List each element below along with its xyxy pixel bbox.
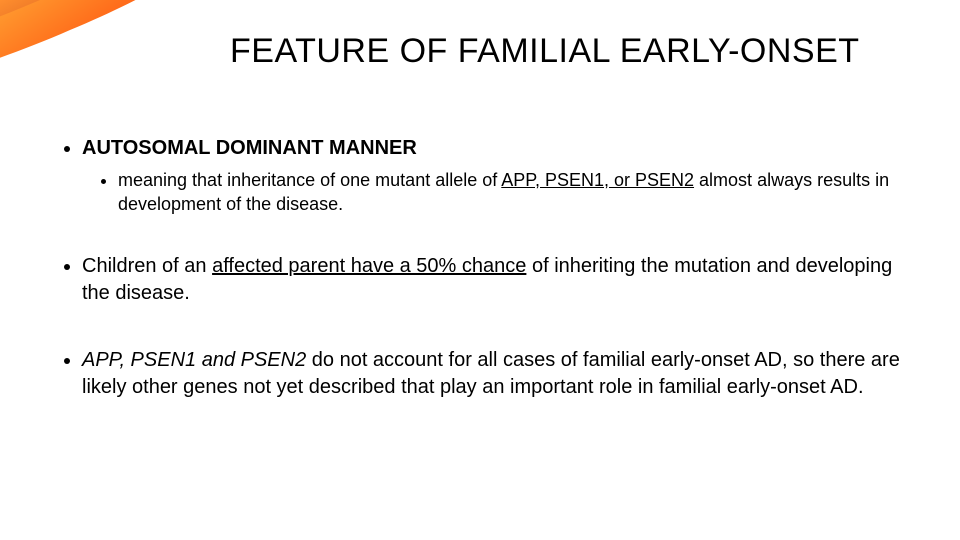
slide-content: AUTOSOMAL DOMINANT MANNER meaning that i… bbox=[60, 135, 900, 441]
bullet-heading: AUTOSOMAL DOMINANT MANNER bbox=[82, 137, 417, 159]
sub-bullet-meaning: meaning that inheritance of one mutant a… bbox=[118, 168, 900, 217]
decorative-corner-swoosh bbox=[0, 0, 310, 150]
bullet-other-genes: APP, PSEN1 and PSEN2 do not account for … bbox=[82, 347, 900, 401]
bullet-children-chance: Children of an affected parent have a 50… bbox=[82, 253, 900, 307]
bullet-autosomal-dominant: AUTOSOMAL DOMINANT MANNER meaning that i… bbox=[82, 135, 900, 217]
slide-title: FEATURE OF FAMILIAL EARLY-ONSET bbox=[230, 32, 930, 71]
